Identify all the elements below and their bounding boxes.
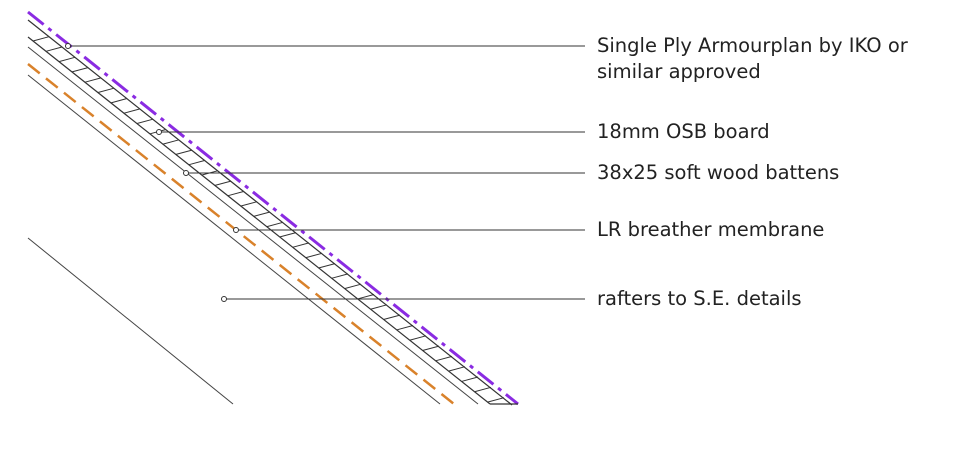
osb-board-bottom-edge bbox=[27, 36, 491, 405]
hatch-tick bbox=[97, 87, 115, 93]
hatch-tick bbox=[188, 159, 206, 166]
hatch-tick bbox=[175, 149, 193, 155]
label-single-ply-line1: Single Ply Armourplan by IKO or bbox=[597, 34, 908, 57]
hatch-tick bbox=[123, 108, 141, 114]
hatch-tick bbox=[32, 36, 50, 42]
hatch-tick bbox=[253, 211, 271, 217]
hatch-tick bbox=[110, 98, 128, 104]
hatch-tick bbox=[344, 283, 362, 289]
hatch-tick bbox=[331, 273, 349, 279]
rafter-bottom-line bbox=[27, 237, 234, 405]
hatch-tick bbox=[84, 77, 102, 83]
hatch-tick bbox=[292, 242, 310, 248]
hatch-tick bbox=[266, 221, 284, 228]
hatch-tick bbox=[71, 67, 89, 73]
hatch-tick bbox=[461, 376, 479, 382]
hatch-tick bbox=[487, 397, 505, 403]
label-battens: 38x25 soft wood battens bbox=[597, 161, 840, 184]
hatch-tick bbox=[383, 314, 401, 320]
batten-line bbox=[27, 46, 479, 405]
leader-dot-rafters bbox=[221, 296, 227, 302]
hatch-tick bbox=[435, 355, 453, 362]
hatch-tick bbox=[227, 190, 245, 197]
hatch-tick bbox=[162, 139, 180, 145]
hatch-tick bbox=[58, 56, 76, 63]
hatch-tick bbox=[370, 304, 388, 310]
hatch-tick bbox=[448, 366, 466, 372]
hatch-tick bbox=[305, 252, 323, 259]
hatch-tick bbox=[396, 325, 414, 331]
leader-dot-breather bbox=[233, 227, 239, 233]
label-breather-membrane: LR breather membrane bbox=[597, 218, 825, 241]
label-single-ply: Single Ply Armourplan by IKO or similar … bbox=[597, 33, 908, 85]
hatch-tick bbox=[357, 294, 375, 300]
hatch-tick bbox=[279, 232, 297, 238]
hatch-tick bbox=[214, 180, 232, 186]
hatch-tick bbox=[136, 118, 154, 124]
single-ply-membrane-line bbox=[27, 10, 519, 406]
hatch-tick bbox=[318, 263, 336, 269]
breather-membrane-line bbox=[27, 63, 455, 405]
label-osb-board: 18mm OSB board bbox=[597, 120, 770, 143]
leader-dot-single-ply bbox=[65, 43, 71, 49]
hatch-tick bbox=[422, 345, 440, 351]
hatch-tick bbox=[474, 386, 492, 393]
label-single-ply-line2: similar approved bbox=[597, 60, 761, 83]
osb-board-hatching bbox=[32, 36, 505, 403]
hatch-tick bbox=[45, 46, 63, 52]
hatch-tick bbox=[409, 335, 427, 341]
label-rafters: rafters to S.E. details bbox=[597, 287, 802, 310]
hatch-tick bbox=[240, 201, 258, 207]
leader-dot-battens bbox=[183, 170, 189, 176]
leader-dot-osb bbox=[156, 129, 162, 135]
rafter-top-line bbox=[27, 74, 441, 405]
